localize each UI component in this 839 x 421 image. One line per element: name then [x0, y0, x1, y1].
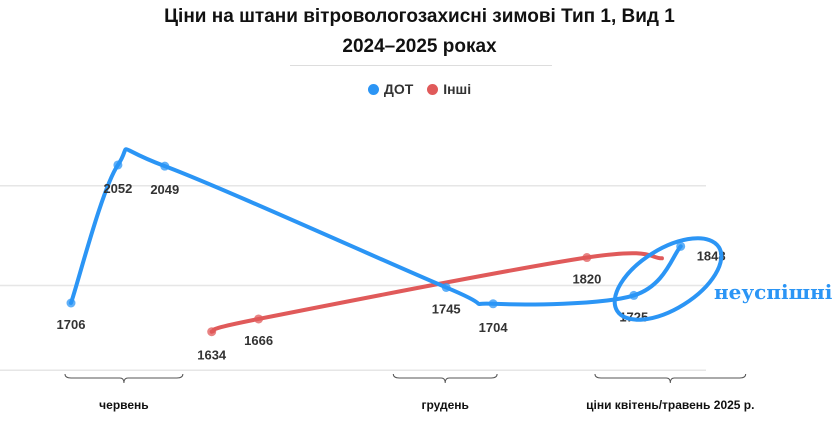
- data-point: [66, 298, 76, 308]
- data-point: [113, 160, 123, 170]
- data-point: [488, 299, 498, 309]
- data-point: [254, 314, 264, 324]
- data-label: 1634: [197, 348, 227, 363]
- title-divider: [290, 65, 552, 66]
- group-label: грудень: [421, 398, 468, 412]
- legend-marker-other: [427, 83, 439, 95]
- data-label: 2052: [103, 181, 132, 196]
- group-label: ціни квітень/травень 2025 р.: [586, 398, 754, 412]
- legend-marker-dot: [367, 83, 379, 95]
- data-label: 1848: [697, 248, 726, 263]
- chart-subtitle: 2024–2025 роках: [342, 36, 497, 57]
- data-label: 1745: [432, 301, 461, 316]
- data-point: [676, 241, 686, 251]
- series-line-other: [209, 251, 664, 334]
- legend-label: ДОТ: [383, 81, 414, 97]
- legend-label: Інші: [443, 81, 472, 97]
- legend: ДОТ Інші: [0, 81, 839, 98]
- annotation-ellipse: [612, 236, 724, 322]
- brace: [392, 373, 498, 384]
- data-label: 1666: [244, 333, 273, 348]
- legend-item-dot[interactable]: ДОТ: [367, 81, 414, 97]
- data-point: [207, 327, 217, 337]
- data-label: 1820: [572, 272, 601, 287]
- data-point: [582, 253, 592, 263]
- data-label: 1704: [479, 320, 509, 335]
- group-label: червень: [99, 398, 149, 412]
- annotation-text: неуспішні: [714, 280, 833, 304]
- brace: [64, 373, 184, 384]
- chart-title: Ціни на штани вітровологозахисні зимові …: [164, 6, 675, 27]
- data-label: 1706: [57, 317, 86, 332]
- data-point: [441, 282, 451, 292]
- data-point: [629, 290, 639, 300]
- data-point: [160, 161, 170, 171]
- legend-item-other[interactable]: Інші: [427, 81, 471, 97]
- brace: [594, 373, 747, 384]
- data-label: 2049: [150, 182, 179, 197]
